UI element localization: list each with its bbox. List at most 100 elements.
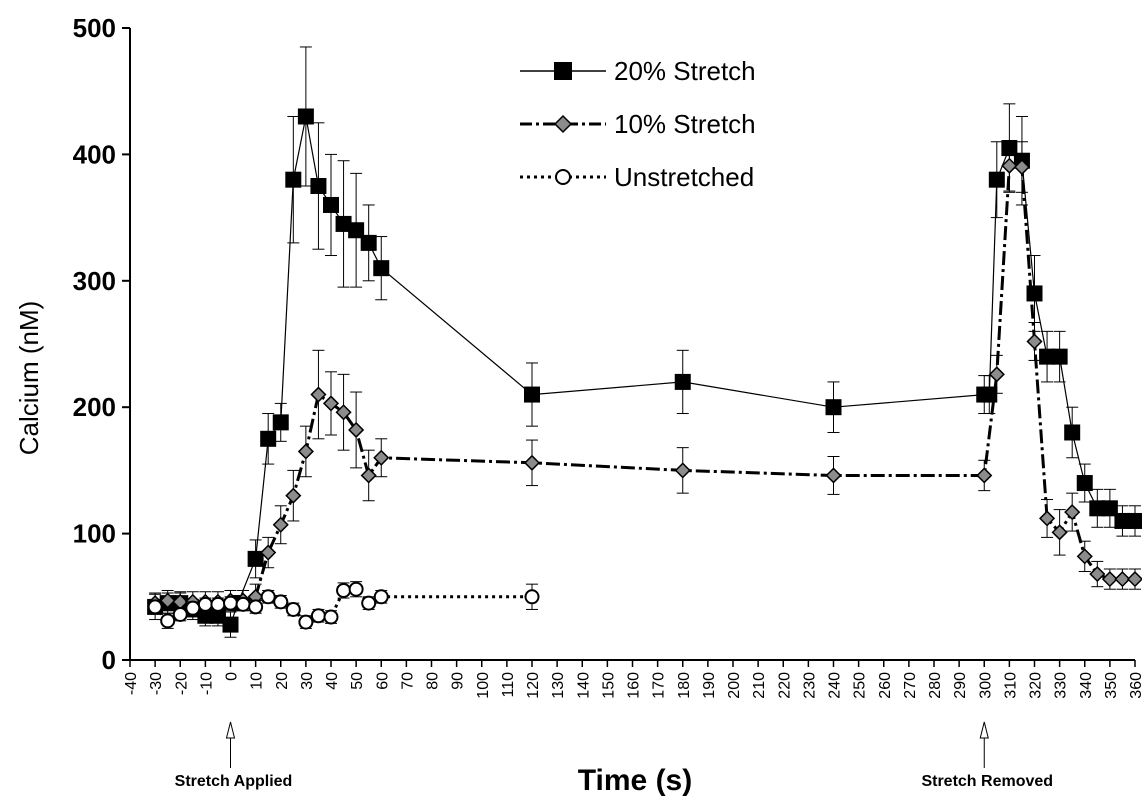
marker-diamond-10-stretch (1126, 571, 1142, 588)
legend-item-unstretched: Unstretched (520, 162, 754, 192)
marker-circle-unstretched (373, 589, 389, 605)
marker-diamond-10-stretch (272, 516, 289, 533)
marker-square-20-stretch (247, 550, 264, 567)
marker-square-20-stretch (335, 215, 352, 232)
marker-diamond-10-stretch (373, 449, 390, 466)
series-line-20-stretch (154, 116, 1135, 626)
x-tick-label: 280 (927, 672, 944, 699)
marker-square-20-stretch (674, 373, 691, 390)
marker-square-20-stretch (348, 222, 365, 239)
marker-diamond-10-stretch (360, 467, 377, 484)
legend: 20% Stretch 10% Stretch Unstretched (520, 56, 756, 192)
annotation-label-stretch-removed: Stretch Removed (921, 773, 1053, 790)
x-tick-label: 60 (374, 672, 391, 690)
marker-circle-unstretched (361, 595, 377, 611)
marker-square-20-stretch (825, 399, 842, 416)
legend-marker-unstretched (555, 169, 571, 185)
marker-diamond-10-stretch (523, 454, 541, 471)
x-tick-label: 0 (224, 672, 241, 681)
x-tick-label: 50 (349, 672, 366, 690)
marker-circle-unstretched (323, 609, 339, 625)
marker-circle-unstretched (185, 600, 201, 616)
x-tick-label: 290 (952, 672, 969, 699)
marker-circle-unstretched (197, 596, 213, 612)
marker-square-20-stretch (1051, 348, 1068, 365)
x-tick-label: 220 (776, 672, 793, 699)
marker-diamond-10-stretch (260, 544, 277, 561)
legend-label-20-stretch: 20% Stretch (614, 56, 756, 86)
x-tick-label: 180 (676, 672, 693, 699)
marker-square-20-stretch (272, 414, 289, 431)
marker-circle-unstretched (273, 594, 289, 610)
marker-diamond-10-stretch (1114, 571, 1131, 588)
marker-diamond-10-stretch (1101, 571, 1118, 588)
x-tick-label: 260 (877, 672, 894, 699)
marker-square-20-stretch (310, 178, 327, 194)
marker-diamond-10-stretch (1089, 565, 1106, 583)
y-tick-label: 300 (73, 266, 116, 296)
marker-circle-unstretched (336, 582, 352, 598)
x-tick-label: 80 (425, 672, 442, 690)
marker-diamond-10-stretch (1026, 333, 1043, 350)
marker-square-20-stretch (988, 171, 1005, 188)
x-tick-label: 160 (626, 672, 643, 699)
x-tick-label: 350 (1103, 672, 1120, 699)
marker-circle-unstretched (524, 589, 540, 605)
marker-circle-unstretched (235, 596, 251, 612)
legend-marker-20-stretch (554, 62, 572, 80)
marker-circle-unstretched (210, 596, 226, 612)
y-tick-label: 0 (102, 645, 116, 675)
x-tick-label: 210 (751, 672, 768, 699)
x-ticks: -40 -30 -20 -10 0 10 20 30 40 50 60 70 80 90 100 110 120… (123, 660, 1142, 699)
series-10-stretch (147, 139, 1142, 614)
marker-circle-unstretched (248, 599, 264, 615)
x-tick-label: 320 (1028, 672, 1045, 699)
annotation-arrow-head-stretch-removed (979, 721, 989, 739)
x-tick-label: 250 (852, 672, 869, 699)
x-tick-label: 170 (651, 672, 668, 699)
marker-circle-unstretched (348, 581, 364, 597)
marker-square-20-stretch (222, 616, 239, 633)
legend-label-unstretched: Unstretched (614, 162, 754, 192)
marker-square-20-stretch (1076, 475, 1093, 492)
x-tick-label: 100 (475, 672, 492, 699)
marker-square-20-stretch (1026, 285, 1043, 302)
y-ticks: 0 100 200 300 400 500 (73, 13, 130, 675)
marker-circle-unstretched (223, 595, 238, 611)
marker-diamond-10-stretch (285, 487, 302, 504)
marker-circle-unstretched (147, 599, 163, 615)
marker-square-20-stretch (1114, 512, 1131, 529)
legend-label-10-stretch: 10% Stretch (614, 109, 756, 139)
marker-square-20-stretch (1039, 348, 1056, 365)
x-tick-label: 130 (550, 672, 567, 699)
marker-circle-unstretched (310, 608, 326, 624)
annotation-label-stretch-applied: Stretch Applied (175, 773, 293, 790)
y-axis-title: Calcium (nM) (14, 301, 44, 456)
marker-circle-unstretched (260, 589, 276, 605)
x-tick-label: 30 (299, 672, 316, 690)
x-tick-label: 200 (726, 672, 743, 699)
x-tick-label: -20 (173, 672, 190, 695)
marker-diamond-10-stretch (988, 366, 1005, 383)
x-tick-label: 70 (399, 672, 416, 690)
x-tick-label: -40 (123, 672, 140, 695)
marker-square-20-stretch (373, 260, 390, 277)
marker-square-20-stretch (323, 196, 339, 213)
annotation-layer: Stretch Applied Stretch Removed (175, 721, 1053, 790)
x-tick-label: 90 (450, 672, 467, 690)
marker-diamond-10-stretch (674, 462, 691, 479)
marker-diamond-10-stretch (310, 386, 327, 403)
marker-square-20-stretch (1089, 500, 1106, 517)
x-tick-label: 360 (1128, 672, 1142, 699)
x-axis-title: Time (s) (578, 764, 692, 797)
x-tick-label: 110 (500, 672, 517, 698)
x-tick-label: 270 (902, 672, 919, 699)
y-tick-label: 100 (73, 519, 116, 549)
marker-diamond-10-stretch (1013, 158, 1031, 176)
x-tick-label: 140 (575, 672, 592, 699)
annotation-arrow-head-stretch-applied (225, 721, 236, 739)
marker-square-20-stretch (1101, 500, 1118, 517)
marker-square-20-stretch (260, 430, 277, 447)
marker-diamond-10-stretch (335, 404, 352, 421)
